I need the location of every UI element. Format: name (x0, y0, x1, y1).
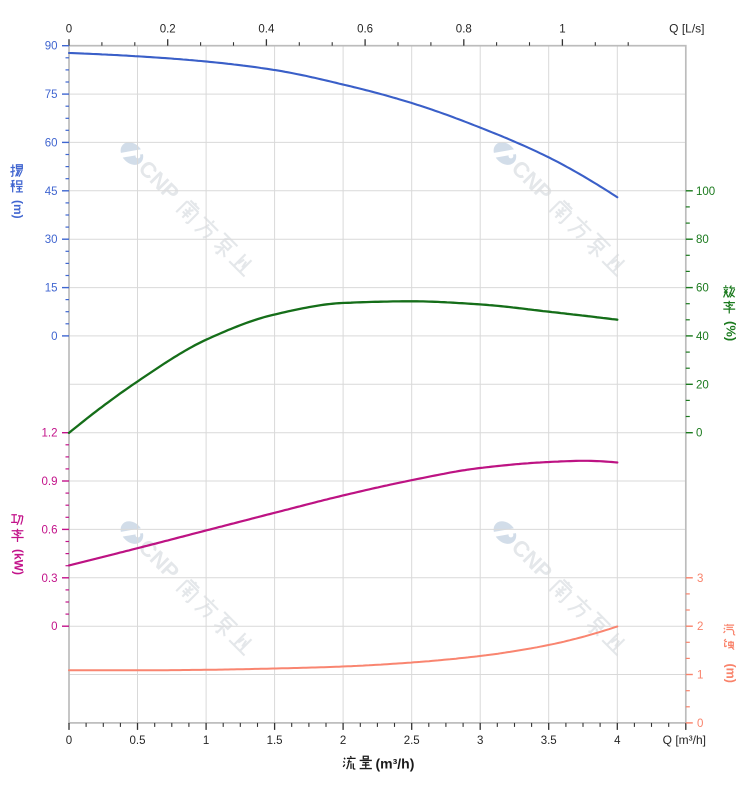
svg-text:0.9: 0.9 (42, 476, 58, 488)
svg-text:2: 2 (697, 621, 703, 633)
svg-text:45: 45 (45, 186, 58, 198)
svg-text:1.5: 1.5 (267, 735, 283, 747)
svg-text:0: 0 (696, 428, 702, 440)
svg-text:1: 1 (697, 670, 703, 682)
svg-text:(m): (m) (11, 200, 25, 219)
svg-text:20: 20 (696, 379, 709, 391)
svg-text:Q [L/s]: Q [L/s] (669, 22, 704, 36)
svg-text:100: 100 (696, 186, 715, 198)
svg-text:15: 15 (45, 283, 58, 295)
svg-text:3: 3 (477, 735, 483, 747)
svg-text:(%): (%) (724, 321, 739, 341)
svg-text:40: 40 (696, 331, 709, 343)
svg-text:0: 0 (697, 718, 703, 730)
svg-text:(m): (m) (724, 664, 738, 683)
svg-text:(m³/h): (m³/h) (376, 756, 415, 772)
svg-text:0: 0 (51, 331, 57, 343)
svg-text:(kW): (kW) (12, 549, 26, 575)
svg-text:0.3: 0.3 (42, 573, 58, 585)
svg-text:2: 2 (340, 735, 346, 747)
svg-text:90: 90 (45, 41, 58, 53)
svg-text:0.6: 0.6 (357, 24, 373, 36)
svg-text:0.8: 0.8 (456, 24, 472, 36)
svg-text:0.6: 0.6 (42, 524, 58, 536)
svg-text:75: 75 (45, 89, 58, 101)
svg-text:1: 1 (203, 735, 209, 747)
svg-text:Q [m³/h]: Q [m³/h] (663, 733, 706, 747)
svg-text:3.5: 3.5 (541, 735, 557, 747)
svg-text:0: 0 (66, 24, 72, 36)
svg-text:4: 4 (614, 735, 621, 747)
svg-text:0.4: 0.4 (258, 24, 275, 36)
svg-text:0.2: 0.2 (160, 24, 176, 36)
svg-text:3: 3 (697, 573, 703, 585)
svg-text:1: 1 (559, 24, 565, 36)
svg-text:0: 0 (51, 621, 57, 633)
svg-text:1.2: 1.2 (42, 428, 58, 440)
svg-text:80: 80 (696, 234, 709, 246)
svg-text:2.5: 2.5 (404, 735, 420, 747)
svg-text:0: 0 (66, 735, 72, 747)
svg-text:0.5: 0.5 (130, 735, 146, 747)
svg-text:30: 30 (45, 234, 58, 246)
svg-text:60: 60 (696, 283, 709, 295)
svg-text:60: 60 (45, 137, 58, 149)
